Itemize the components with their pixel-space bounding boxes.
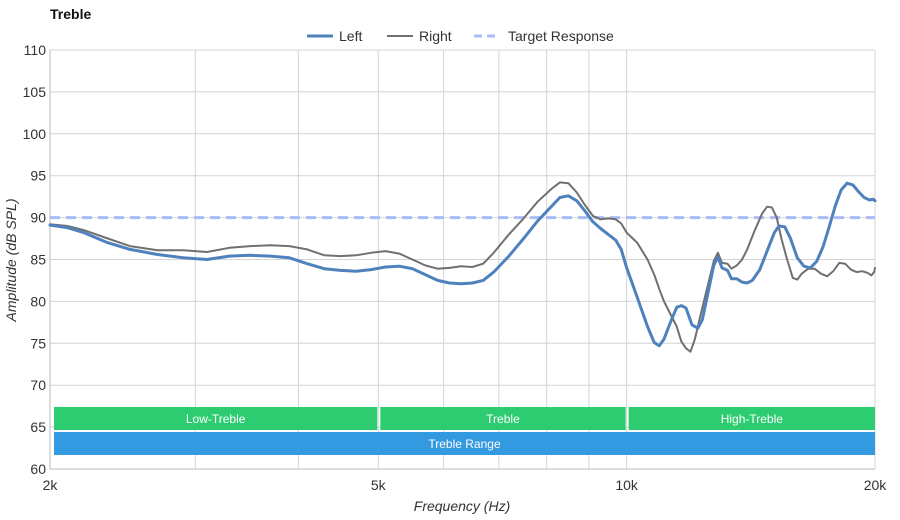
y-tick-label: 70 [30, 377, 46, 393]
legend-label: Target Response [508, 28, 614, 44]
y-tick-label: 105 [23, 84, 47, 100]
band-label: High-Treble [721, 412, 784, 426]
range-bands: Low-Treble Treble High-Treble Treble Range [54, 407, 875, 455]
band-treble [380, 407, 626, 430]
legend-label: Left [339, 28, 362, 44]
grid-lines [49, 49, 876, 470]
x-tick-label: 2k [43, 477, 59, 493]
y-axis-title: Amplitude (dB SPL) [3, 199, 19, 323]
band-high-treble [628, 407, 875, 430]
legend: Left Right Target Response [307, 28, 614, 44]
y-tick-label: 90 [30, 210, 46, 226]
x-axis-title: Frequency (Hz) [414, 498, 510, 514]
y-tick-label: 95 [30, 168, 46, 184]
series-line-right [49, 181, 876, 353]
axes: 60 65 70 75 80 85 90 95 100 105 110 2k 5k 10k 20k [23, 42, 888, 493]
band-label: Treble [486, 412, 520, 426]
y-tick-label: 100 [23, 126, 47, 142]
band-treble-range [54, 432, 875, 455]
legend-label: Right [419, 28, 452, 44]
band-label: Low-Treble [186, 412, 246, 426]
x-tick-label: 20k [864, 477, 888, 493]
y-tick-label: 65 [30, 419, 46, 435]
series-line-left [48, 181, 877, 348]
y-tick-label: 75 [30, 335, 46, 351]
y-tick-label: 110 [24, 42, 47, 58]
x-tick-label: 10k [615, 477, 639, 493]
band-low-treble [54, 407, 378, 430]
y-tick-label: 60 [30, 461, 46, 477]
band-label: Treble Range [428, 437, 501, 451]
chart-title: Treble [50, 6, 92, 22]
y-tick-label: 80 [30, 293, 46, 309]
series-lines [48, 181, 877, 353]
x-tick-label: 5k [371, 477, 387, 493]
y-tick-label: 85 [30, 252, 46, 268]
